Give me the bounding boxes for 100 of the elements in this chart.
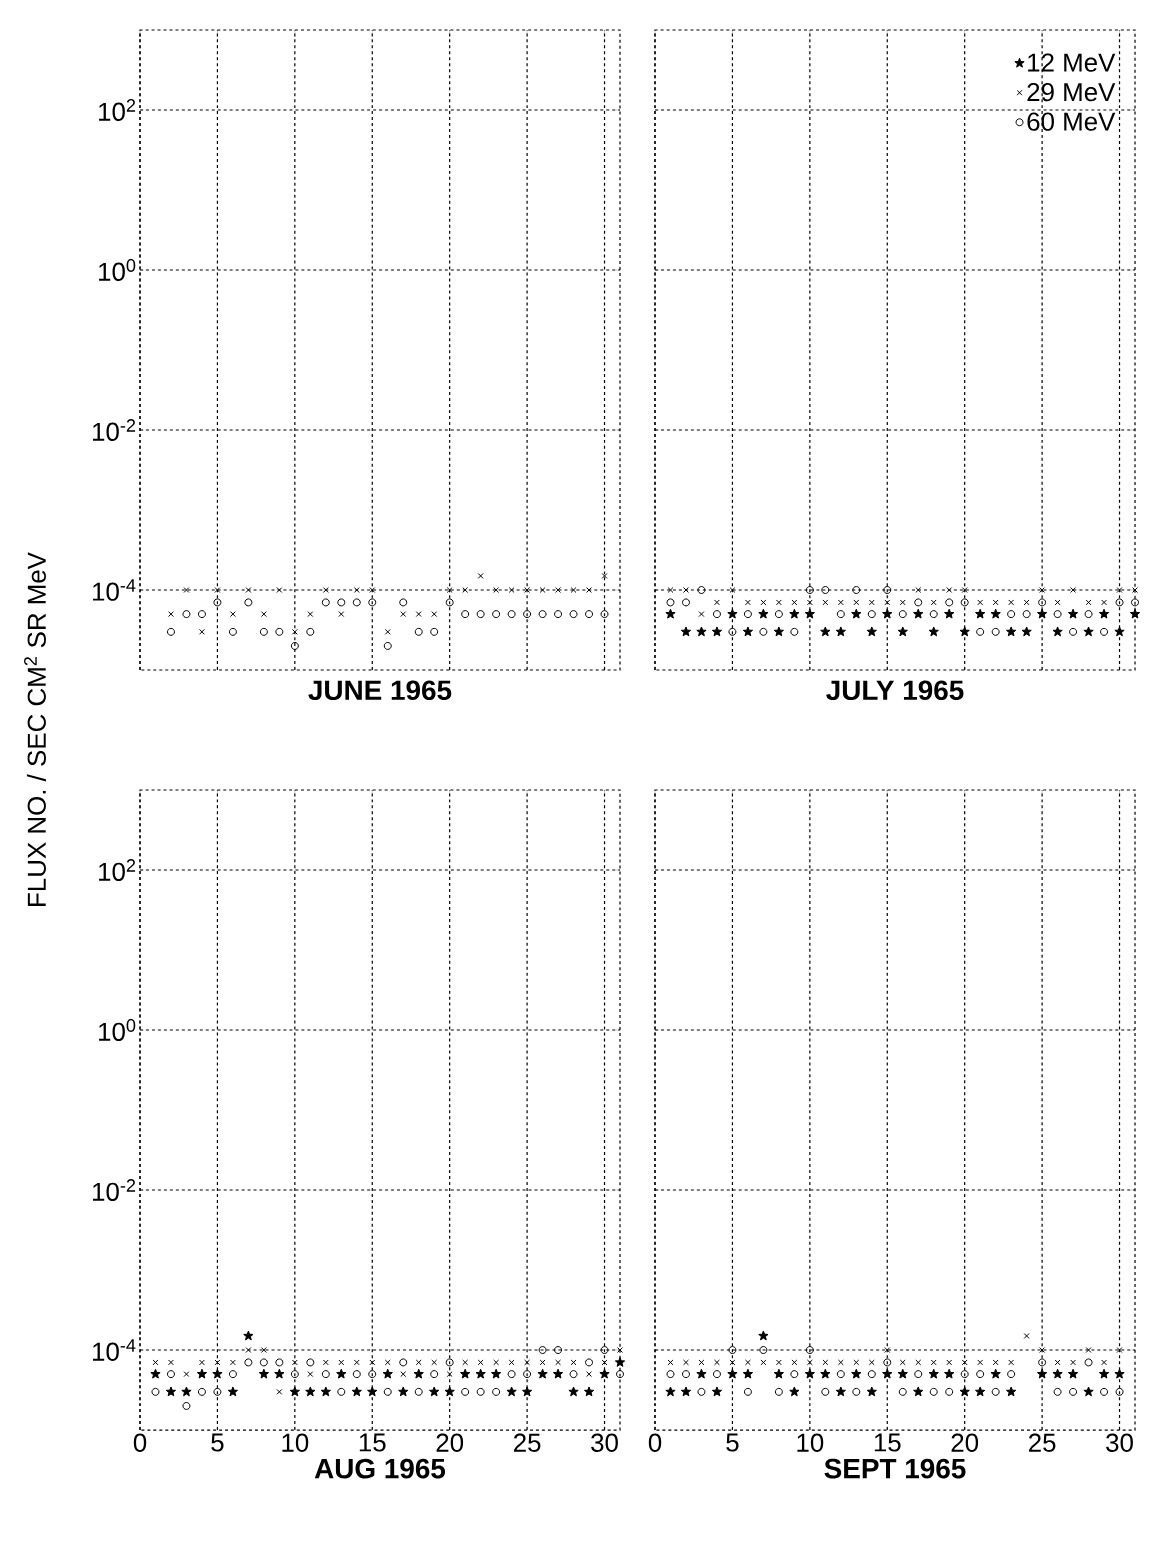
point <box>1101 599 1108 606</box>
point <box>946 587 953 593</box>
point <box>244 598 253 607</box>
point <box>1021 626 1032 637</box>
point <box>836 610 845 619</box>
point <box>945 598 954 607</box>
point <box>713 1359 720 1366</box>
point <box>600 610 609 619</box>
point <box>1098 1368 1110 1379</box>
point <box>744 599 751 606</box>
point <box>197 610 206 619</box>
point <box>742 626 754 637</box>
point <box>960 1370 969 1379</box>
point <box>822 1359 829 1366</box>
x-tick-label: 5 <box>726 1433 739 1452</box>
point <box>665 608 676 619</box>
point <box>276 587 283 593</box>
point <box>774 1387 783 1396</box>
point <box>492 610 501 619</box>
point <box>1116 1347 1123 1353</box>
point <box>1023 599 1030 606</box>
point <box>729 587 736 593</box>
point <box>915 1359 922 1366</box>
point <box>228 627 237 636</box>
point <box>837 1359 844 1366</box>
point <box>711 1386 723 1397</box>
point <box>867 610 876 619</box>
y-tick-label: 10$^{-2}$ <box>93 1179 136 1201</box>
point <box>476 610 485 619</box>
point <box>791 1359 798 1366</box>
point <box>929 1387 938 1396</box>
point <box>1131 598 1139 607</box>
x-tick-label: 15 <box>359 1433 386 1452</box>
point <box>991 627 1000 636</box>
point <box>727 608 738 619</box>
point <box>383 641 392 650</box>
x-tick-label: 25 <box>513 1433 541 1452</box>
point <box>991 1387 1000 1396</box>
point <box>898 1387 907 1396</box>
point <box>337 598 346 607</box>
point <box>446 587 453 593</box>
point <box>728 627 737 636</box>
point <box>758 1330 769 1341</box>
point <box>728 1346 737 1355</box>
point <box>897 626 908 637</box>
point <box>1007 610 1016 619</box>
point <box>760 599 767 606</box>
point <box>775 599 782 606</box>
point <box>260 611 267 618</box>
point <box>959 626 970 637</box>
point <box>867 1370 876 1379</box>
x-tick-label: 0 <box>133 1433 147 1452</box>
point <box>977 1359 984 1366</box>
point <box>712 1370 721 1379</box>
point <box>198 628 205 635</box>
point <box>462 587 469 593</box>
point <box>368 598 377 607</box>
point <box>1085 1347 1092 1353</box>
point <box>852 586 861 594</box>
point <box>1052 626 1063 637</box>
point <box>758 608 769 619</box>
point <box>524 587 531 593</box>
point <box>929 610 938 619</box>
point <box>945 1387 954 1396</box>
point <box>713 599 720 606</box>
point <box>1038 1358 1047 1367</box>
point <box>1067 1368 1079 1379</box>
point <box>884 599 891 606</box>
point <box>1114 626 1125 637</box>
point <box>760 1359 767 1366</box>
point <box>791 599 798 606</box>
point <box>698 611 705 618</box>
point <box>805 1346 814 1355</box>
point <box>975 608 986 619</box>
point <box>414 627 423 636</box>
point <box>804 1368 815 1379</box>
point <box>508 587 515 593</box>
point <box>790 627 799 636</box>
point <box>992 599 999 606</box>
point <box>1083 1386 1094 1397</box>
point <box>399 598 408 607</box>
point <box>944 608 955 619</box>
point <box>259 627 268 636</box>
point <box>539 587 546 593</box>
point <box>1008 599 1015 606</box>
point <box>853 599 860 606</box>
point <box>1007 1370 1016 1379</box>
point <box>353 587 360 593</box>
point <box>1067 608 1079 619</box>
point <box>1100 1387 1109 1396</box>
point <box>1084 1358 1093 1367</box>
legend-label: 60 MeV <box>1027 112 1116 131</box>
point <box>851 1368 862 1379</box>
point <box>400 611 407 618</box>
point <box>667 1359 674 1366</box>
point <box>570 587 577 593</box>
point <box>882 1368 893 1379</box>
point <box>214 587 221 593</box>
point <box>1070 1359 1077 1366</box>
point <box>868 599 875 606</box>
